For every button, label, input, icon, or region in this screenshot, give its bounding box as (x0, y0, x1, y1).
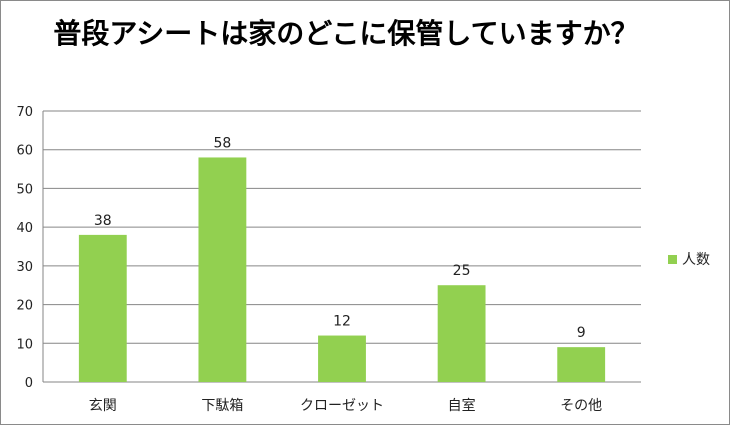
y-tick-label: 20 (16, 299, 33, 314)
y-tick-label: 70 (16, 105, 33, 120)
y-tick-label: 50 (16, 182, 33, 197)
chart-title: 普段アシートは家のどこに保管していますか？ (53, 17, 639, 50)
legend-label: 人数 (682, 252, 710, 268)
bar (437, 285, 486, 382)
data-label: 58 (213, 135, 231, 151)
bar (557, 347, 606, 382)
data-label: 9 (577, 325, 586, 341)
x-category-label: クローゼット (300, 398, 384, 414)
bars (78, 157, 606, 382)
legend-swatch (668, 254, 677, 264)
bar (78, 234, 127, 382)
y-tick-label: 60 (16, 144, 33, 159)
x-category-label: 下駄箱 (201, 398, 243, 414)
y-tick-label: 0 (25, 376, 33, 391)
x-category-label: 自室 (448, 397, 476, 414)
x-category-label: その他 (560, 398, 602, 414)
bar (318, 335, 366, 382)
y-tick-label: 10 (16, 337, 33, 352)
data-label: 38 (94, 213, 112, 229)
data-label: 12 (333, 314, 351, 330)
labels: 0 10 20 30 40 50 60 70 38 玄関 58 下駄箱 12 クローゼット 25 自室 9 その他 (16, 105, 602, 414)
y-tick-label: 40 (16, 221, 33, 236)
legend: 人数 (668, 249, 710, 269)
data-label: 25 (453, 263, 471, 279)
y-tick-label: 30 (16, 260, 33, 275)
bar (198, 157, 247, 382)
x-category-label: 玄関 (89, 397, 117, 414)
